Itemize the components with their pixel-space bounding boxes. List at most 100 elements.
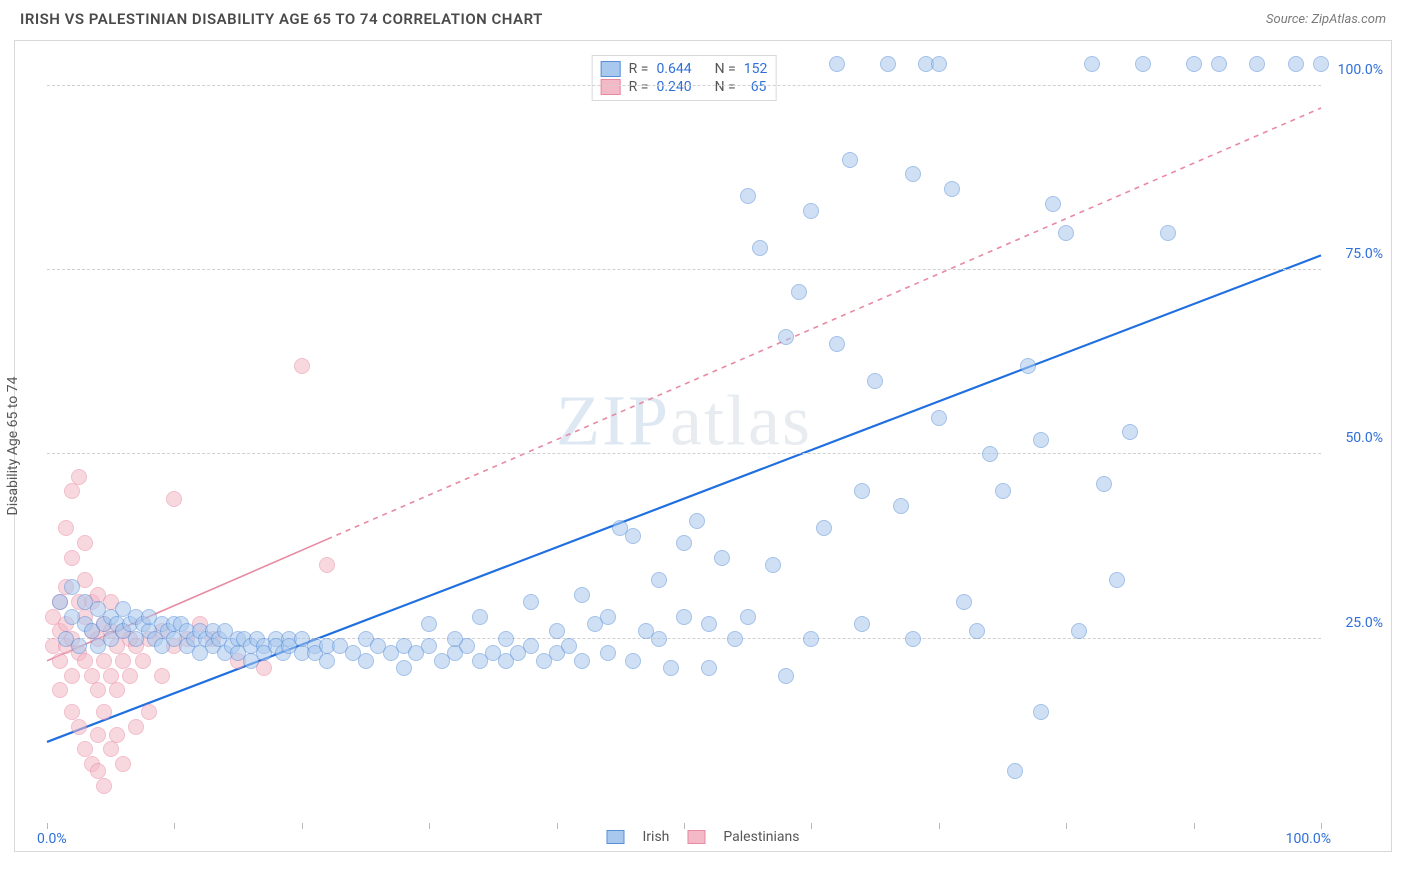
point-palestinians — [122, 668, 138, 684]
point-irish — [472, 609, 488, 625]
point-palestinians — [64, 668, 80, 684]
point-irish — [842, 152, 858, 168]
point-irish — [421, 638, 437, 654]
point-irish — [358, 653, 374, 669]
point-irish — [1288, 56, 1304, 72]
point-irish — [689, 513, 705, 529]
point-palestinians — [115, 653, 131, 669]
legend-label-palestinians: Palestinians — [723, 829, 799, 845]
point-irish — [765, 557, 781, 573]
point-palestinians — [71, 719, 87, 735]
point-irish — [880, 56, 896, 72]
point-irish — [956, 594, 972, 610]
point-palestinians — [58, 520, 74, 536]
point-palestinians — [64, 704, 80, 720]
legend-row-palestinians: R = 0.240 N = 65 — [601, 78, 768, 96]
point-irish — [778, 668, 794, 684]
point-irish — [727, 631, 743, 647]
chart-container: Disability Age 65 to 74 ZIPatlas R = 0.6… — [14, 40, 1392, 852]
point-palestinians — [52, 653, 68, 669]
point-palestinians — [71, 469, 87, 485]
point-irish — [1249, 56, 1265, 72]
point-irish — [1071, 623, 1087, 639]
x-axis-label: 100.0% — [1286, 831, 1331, 847]
point-irish — [1033, 704, 1049, 720]
y-axis-label: Disability Age 65 to 74 — [5, 377, 21, 516]
point-irish — [600, 645, 616, 661]
point-palestinians — [84, 668, 100, 684]
point-irish — [71, 638, 87, 654]
point-irish — [701, 660, 717, 676]
point-irish — [396, 660, 412, 676]
x-axis-label: 0.0% — [37, 831, 67, 847]
point-irish — [1109, 572, 1125, 588]
point-irish — [803, 631, 819, 647]
x-tick — [47, 823, 48, 829]
point-palestinians — [141, 704, 157, 720]
point-palestinians — [77, 535, 93, 551]
point-irish — [561, 638, 577, 654]
point-irish — [64, 579, 80, 595]
point-palestinians — [96, 704, 112, 720]
series-legend: Irish Palestinians — [606, 829, 799, 845]
x-tick — [429, 823, 430, 829]
point-irish — [1033, 432, 1049, 448]
point-irish — [1160, 225, 1176, 241]
point-palestinians — [64, 550, 80, 566]
point-palestinians — [90, 727, 106, 743]
point-irish — [1007, 763, 1023, 779]
point-irish — [447, 631, 463, 647]
point-irish — [1122, 424, 1138, 440]
point-irish — [52, 594, 68, 610]
point-irish — [676, 609, 692, 625]
y-tick-label: 100.0% — [1338, 62, 1383, 78]
point-irish — [1084, 56, 1100, 72]
legend-row-irish: R = 0.644 N = 152 — [601, 60, 768, 78]
gridline — [47, 85, 1321, 86]
swatch-irish — [601, 61, 621, 77]
point-irish — [319, 653, 335, 669]
point-palestinians — [96, 778, 112, 794]
point-palestinians — [128, 719, 144, 735]
point-irish — [663, 660, 679, 676]
point-irish — [791, 284, 807, 300]
source-attribution: Source: ZipAtlas.com — [1266, 12, 1386, 27]
point-irish — [778, 329, 794, 345]
point-palestinians — [90, 682, 106, 698]
x-tick — [302, 823, 303, 829]
point-palestinians — [294, 358, 310, 374]
point-irish — [816, 520, 832, 536]
point-palestinians — [115, 756, 131, 772]
swatch-irish — [606, 830, 624, 844]
point-irish — [549, 623, 565, 639]
x-tick — [1066, 823, 1067, 829]
point-palestinians — [64, 483, 80, 499]
point-palestinians — [90, 763, 106, 779]
y-tick-label: 75.0% — [1345, 246, 1383, 262]
point-palestinians — [77, 741, 93, 757]
point-irish — [523, 638, 539, 654]
legend-label-irish: Irish — [642, 829, 669, 845]
point-irish — [803, 203, 819, 219]
point-irish — [651, 631, 667, 647]
point-irish — [1135, 56, 1151, 72]
point-irish — [625, 653, 641, 669]
x-tick — [1194, 823, 1195, 829]
point-irish — [676, 535, 692, 551]
point-palestinians — [154, 668, 170, 684]
point-irish — [905, 166, 921, 182]
point-irish — [905, 631, 921, 647]
point-irish — [701, 616, 717, 632]
x-tick — [939, 823, 940, 829]
point-irish — [1020, 358, 1036, 374]
point-irish — [1045, 196, 1061, 212]
chart-title: IRISH VS PALESTINIAN DISABILITY AGE 65 T… — [20, 10, 543, 28]
point-irish — [931, 56, 947, 72]
x-tick — [557, 823, 558, 829]
point-irish — [498, 631, 514, 647]
point-palestinians — [77, 653, 93, 669]
point-irish — [740, 609, 756, 625]
point-irish — [651, 572, 667, 588]
point-irish — [829, 336, 845, 352]
y-tick-label: 25.0% — [1345, 615, 1383, 631]
